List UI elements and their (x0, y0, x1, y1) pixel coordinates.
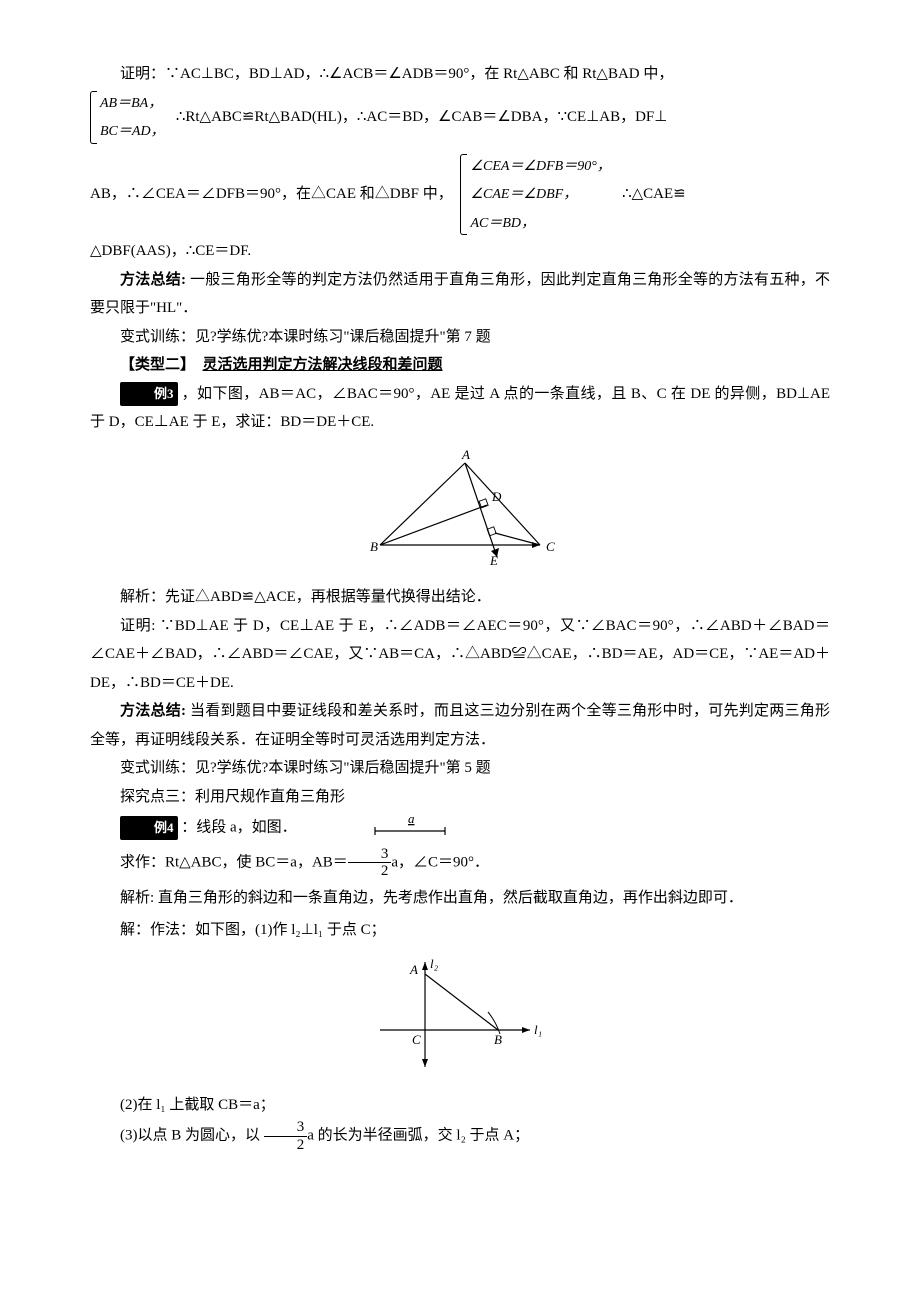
figure1-wrap: A B C D E (90, 445, 830, 576)
fig1-A: A (461, 447, 470, 462)
frac-den-a: 2 (348, 863, 392, 880)
frac-num-a: 3 (348, 846, 392, 864)
step3: (3)以点 B 为圆心，以 32a 的长为半径画弧，交 l₂ 于点 A； (90, 1119, 830, 1153)
sol-text: 作法：如下图，(1)作 l₂⊥l₁ 于点 C； (150, 922, 386, 938)
seg-a-label: a (408, 811, 415, 826)
fig2-l1: l₁ (534, 1022, 542, 1037)
proof1-l3a: AB，∴∠CEA＝∠DFB＝90°，在△CAE 和△DBF 中， (90, 186, 453, 202)
proof2: 证明: ∵BD⊥AE 于 D，CE⊥AE 于 E，∴∠ADB＝∠AEC＝90°，… (90, 612, 830, 698)
ex3-text: ，如下图，AB＝AC，∠BAC＝90°，AE 是过 A 点的一条直线，且 B、C… (90, 386, 830, 431)
fig1-D: D (491, 489, 502, 504)
step2-text: (2)在 l₁ 上截取 CB＝a； (120, 1097, 275, 1113)
type2-label: 【类型二】 (120, 357, 203, 373)
frac-3-2-a: 32 (348, 846, 392, 880)
segment-a-figure: a (340, 811, 450, 846)
ex4-req-a: 求作：Rt△ABC，使 BC＝a，AB＝ (120, 854, 348, 870)
figure2-svg: A B C l₁ l₂ (370, 952, 550, 1072)
solution: 解：作法：如下图，(1)作 l₂⊥l₁ 于点 C； (90, 916, 830, 945)
sol-label: 解： (120, 922, 150, 938)
ex3-tag: 例3 (120, 382, 178, 407)
example4: 例4 ：线段 a，如图． a (90, 811, 830, 846)
proof1-l3b: ∴△CAE≌ (622, 186, 686, 202)
type2: 【类型二】 灵活选用判定方法解决线段和差问题 (90, 351, 830, 380)
summary2: 方法总结: 当看到题目中要证线段和差关系时，而且这三边分别在两个全等三角形中时，… (90, 697, 830, 754)
analysis4: 解析: 直角三角形的斜边和一条直角边，先考虑作出直角，然后截取直角边，再作出斜边… (90, 880, 830, 916)
fig1-E: E (489, 553, 498, 565)
cases2-r3: AC＝BD， (470, 216, 535, 231)
analysis4-label: 解析: (120, 890, 154, 906)
segment-a-svg: a (370, 811, 450, 835)
proof1-line3: AB，∴∠CEA＝∠DFB＝90°，在△CAE 和△DBF 中， ∠CEA＝∠D… (90, 152, 830, 238)
summary1: 方法总结: 一般三角形全等的判定方法仍然适用于直角三角形，因此判定直角三角形全等… (90, 266, 830, 323)
variant2-text: 变式训练：见?学练优?本课时练习"课后稳固提升"第 5 题 (120, 760, 491, 776)
cases1-r2: BC＝AD， (100, 124, 165, 139)
summary1-label: 方法总结: (120, 272, 186, 288)
type2-title: 灵活选用判定方法解决线段和差问题 (203, 357, 443, 373)
step3a: (3)以点 B 为圆心，以 (120, 1127, 264, 1143)
explore3-text: 探究点三：利用尺规作直角三角形 (120, 789, 345, 805)
frac-3-2-b: 32 (264, 1119, 308, 1153)
ex4-req: 求作：Rt△ABC，使 BC＝a，AB＝32a，∠C＝90°． (90, 846, 830, 880)
summary2-text: 当看到题目中要证线段和差关系时，而且这三边分别在两个全等三角形中时，可先判定两三… (90, 703, 830, 748)
analysis2-label: 解析： (120, 589, 165, 605)
step3b: a 的长为半径画弧，交 l₂ 于点 A； (307, 1127, 529, 1143)
variant2: 变式训练：见?学练优?本课时练习"课后稳固提升"第 5 题 (90, 754, 830, 783)
ex4-req-b: a，∠C＝90°． (391, 854, 489, 870)
cases1-r1: AB＝BA， (100, 96, 162, 111)
proof1-l4-text: △DBF(AAS)，∴CE＝DF. (90, 243, 251, 259)
explore3: 探究点三：利用尺规作直角三角形 (90, 783, 830, 812)
summary2-label: 方法总结: (120, 703, 186, 719)
cases2: ∠CEA＝∠DFB＝90°， ∠CAE＝∠DBF， AC＝BD， (460, 152, 610, 238)
proof1-line4: △DBF(AAS)，∴CE＝DF. (90, 237, 830, 266)
summary1-text: 一般三角形全等的判定方法仍然适用于直角三角形，因此判定直角三角形全等的方法有五种… (90, 272, 830, 317)
frac-num-b: 3 (264, 1119, 308, 1137)
fig1-B: B (370, 539, 378, 554)
figure1-svg: A B C D E (350, 445, 570, 565)
variant1-text: 变式训练：见?学练优?本课时练习"课后稳固提升"第 7 题 (120, 329, 491, 345)
frac-den-b: 2 (264, 1137, 308, 1154)
fig2-l2: l₂ (430, 956, 439, 971)
fig2-B: B (494, 1032, 502, 1047)
proof2-text: 证明: ∵BD⊥AE 于 D，CE⊥AE 于 E，∴∠ADB＝∠AEC＝90°，… (90, 618, 830, 691)
proof1-line1: 证明：∵AC⊥BC，BD⊥AD，∴∠ACB＝∠ADB＝90°，在 Rt△ABC … (90, 60, 830, 89)
cases2-r1: ∠CEA＝∠DFB＝90°， (470, 159, 610, 174)
figure2-wrap: A B C l₁ l₂ (90, 952, 830, 1083)
analysis2-text: 先证△ABD≌△ACE，再根据等量代换得出结论． (165, 589, 491, 605)
fig2-A: A (409, 962, 418, 977)
cases1: AB＝BA， BC＝AD， (90, 89, 165, 146)
ex4-tag: 例4 (120, 816, 178, 841)
fig2-C: C (412, 1032, 421, 1047)
step2: (2)在 l₁ 上截取 CB＝a； (90, 1091, 830, 1120)
analysis2: 解析：先证△ABD≌△ACE，再根据等量代换得出结论． (90, 583, 830, 612)
proof1-line2: AB＝BA， BC＝AD， ∴Rt△ABC≌Rt△BAD(HL)，∴AC＝BD，… (90, 89, 830, 146)
variant1: 变式训练：见?学练优?本课时练习"课后稳固提升"第 7 题 (90, 323, 830, 352)
analysis4-text: 直角三角形的斜边和一条直角边，先考虑作出直角，然后截取直角边，再作出斜边即可． (154, 890, 743, 906)
ex4-text: ：线段 a，如图． (178, 820, 297, 836)
proof1-l1-text: 证明：∵AC⊥BC，BD⊥AD，∴∠ACB＝∠ADB＝90°，在 Rt△ABC … (120, 66, 673, 82)
cases2-r2: ∠CAE＝∠DBF， (470, 187, 577, 202)
example3: 例3 ，如下图，AB＝AC，∠BAC＝90°，AE 是过 A 点的一条直线，且 … (90, 380, 830, 437)
fig1-C: C (546, 539, 555, 554)
proof1-l2a: ∴Rt△ABC≌Rt△BAD(HL)，∴AC＝BD，∠CAB＝∠DBA，∵CE⊥… (176, 108, 668, 124)
